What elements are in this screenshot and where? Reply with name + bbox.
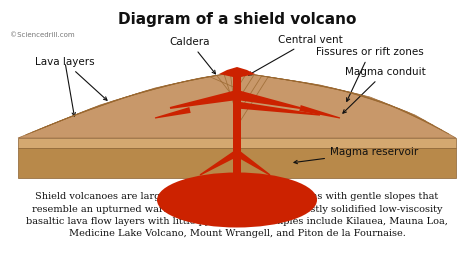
Text: Central vent: Central vent <box>248 35 342 75</box>
Polygon shape <box>18 138 456 148</box>
Polygon shape <box>170 90 238 109</box>
Polygon shape <box>18 72 456 138</box>
Text: Shield volcanoes are large, low-profile volcanic landforms with gentle slopes th: Shield volcanoes are large, low-profile … <box>26 192 448 239</box>
Text: Magma reservoir: Magma reservoir <box>294 147 418 164</box>
Polygon shape <box>236 90 300 109</box>
Polygon shape <box>299 105 340 119</box>
Text: Caldera: Caldera <box>170 37 216 74</box>
Text: Lava layers: Lava layers <box>35 57 107 100</box>
Polygon shape <box>237 101 320 116</box>
Text: Fissures or rift zones: Fissures or rift zones <box>316 47 424 101</box>
Polygon shape <box>233 77 241 178</box>
Polygon shape <box>155 107 191 119</box>
Text: ©Sciencedrill.com: ©Sciencedrill.com <box>10 32 74 38</box>
Ellipse shape <box>157 173 317 227</box>
Polygon shape <box>200 150 239 176</box>
Polygon shape <box>219 67 255 77</box>
Polygon shape <box>18 148 456 178</box>
Polygon shape <box>235 150 270 176</box>
Text: Magma conduit: Magma conduit <box>343 67 425 113</box>
Text: Diagram of a shield volcano: Diagram of a shield volcano <box>118 12 356 27</box>
